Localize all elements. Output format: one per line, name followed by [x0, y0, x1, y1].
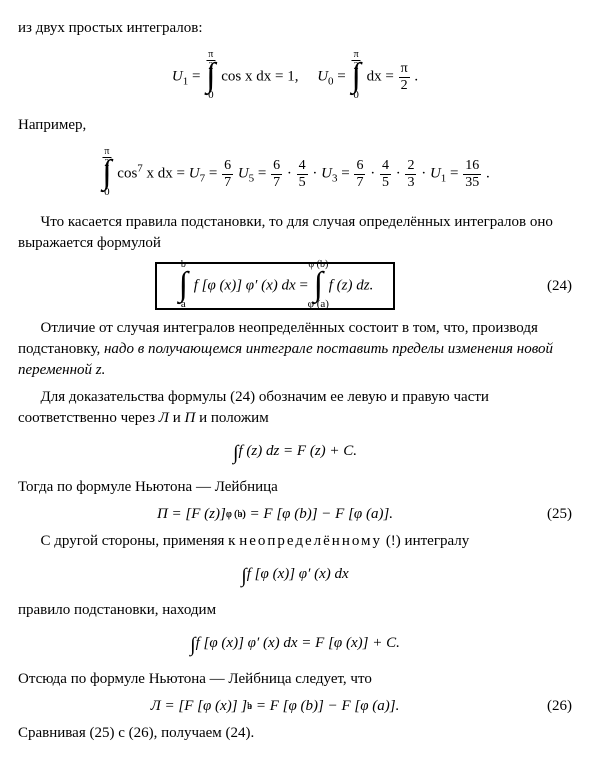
eq-fz: ∫f (z) dz = F (z) + C. [18, 439, 572, 467]
sym-U0: U [317, 68, 328, 84]
frac-pi2: π2 [399, 61, 410, 93]
para-example: Например, [18, 115, 572, 136]
integral-phi: φ (b) ∫ φ (a) [314, 270, 323, 302]
eqnum-26: (26) [532, 696, 572, 717]
eq-cos7: π2 ∫ 0 cos7 x dx = U7 = 67 U5 = 67 · 45 … [18, 146, 572, 202]
para-find: правило подстановки, находим [18, 600, 572, 621]
eq-24-row: b ∫ a f [φ (x)] φ′ (x) dx = φ (b) ∫ φ (a… [18, 260, 572, 312]
eq-indef: ∫f [φ (x)] φ′ (x) dx [18, 562, 572, 590]
eq-substitution: ∫f [φ (x)] φ′ (x) dx = F [φ (x)] + C. [18, 631, 572, 659]
para-other-side: С другой стороны, применяя к неопределён… [18, 531, 572, 552]
integral-2: π2 ∫ 0 [352, 61, 361, 93]
eqnum-25: (25) [532, 504, 572, 525]
para-difference: Отличие от случая интегралов неопределён… [18, 318, 572, 381]
eq-26-row: Л = [F [φ (x)] ]ba = F [φ (b)] − F [φ (a… [18, 696, 572, 717]
para-substitution: Что касается правила подстановки, то для… [18, 212, 572, 254]
integral-cos7: π2 ∫ 0 [102, 158, 111, 190]
integral-a-b: b ∫ a [179, 270, 188, 302]
boxed-formula-24: b ∫ a f [φ (x)] φ′ (x) dx = φ (b) ∫ φ (a… [155, 262, 396, 310]
integral-1: π2 ∫ 0 [206, 61, 215, 93]
para-compare: Сравнивая (25) с (26), получаем (24). [18, 723, 572, 744]
sym-U1: U [172, 68, 183, 84]
eqnum-24: (24) [532, 276, 572, 297]
para-intro: из двух простых интегралов: [18, 18, 572, 39]
para-newton: Тогда по формуле Ньютона — Лейбница [18, 477, 572, 498]
eq-25-row: П = [F (z)]φ (b)φ (a) = F [φ (b)] − F [φ… [18, 504, 572, 525]
eq-u1-u0: U1 = π2 ∫ 0 cos x dx = 1, U0 = π2 ∫ 0 dx… [18, 49, 572, 105]
para-proof-intro: Для доказательства формулы (24) обозначи… [18, 387, 572, 429]
para-hence: Отсюда по формуле Ньютона — Лейбница сле… [18, 669, 572, 690]
